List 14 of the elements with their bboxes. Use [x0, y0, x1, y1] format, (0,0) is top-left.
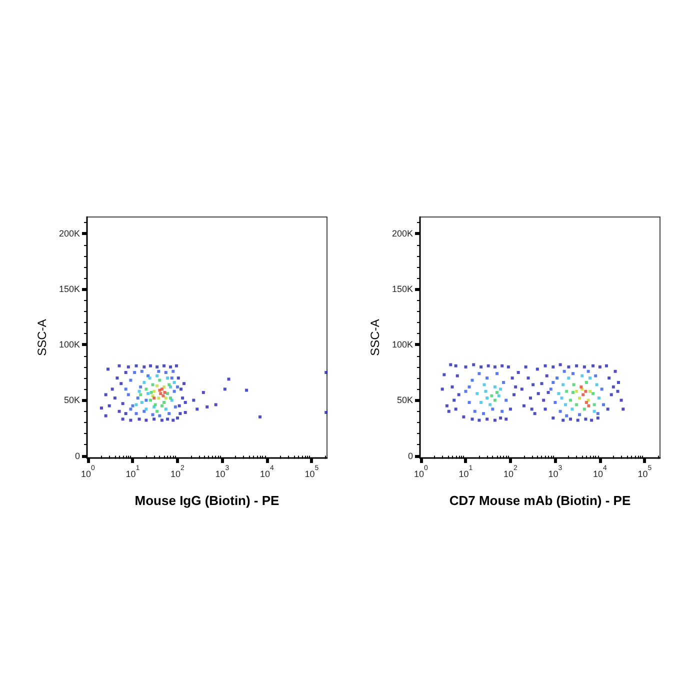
y-tick-label: 50K: [396, 395, 413, 406]
y-axis-title: SSC-A: [368, 319, 382, 356]
x-axis-title: Mouse IgG (Biotin) - PE: [134, 493, 280, 508]
y-tick-label: 200K: [392, 228, 413, 239]
y-tick-label: 100K: [392, 340, 413, 350]
y-tick-label: 50K: [64, 395, 80, 406]
x-axis-title: CD7 Mouse mAb (Biotin) - PE: [449, 493, 631, 508]
y-tick-label: 150K: [392, 284, 413, 294]
y-tick-label: 0: [408, 450, 413, 461]
y-tick-label: 200K: [58, 228, 80, 239]
y-tick-label: 100K: [58, 340, 80, 350]
y-tick-label: 150K: [58, 284, 80, 294]
y-tick-label: 0: [74, 450, 80, 461]
y-axis-title: SSC-A: [35, 319, 50, 356]
